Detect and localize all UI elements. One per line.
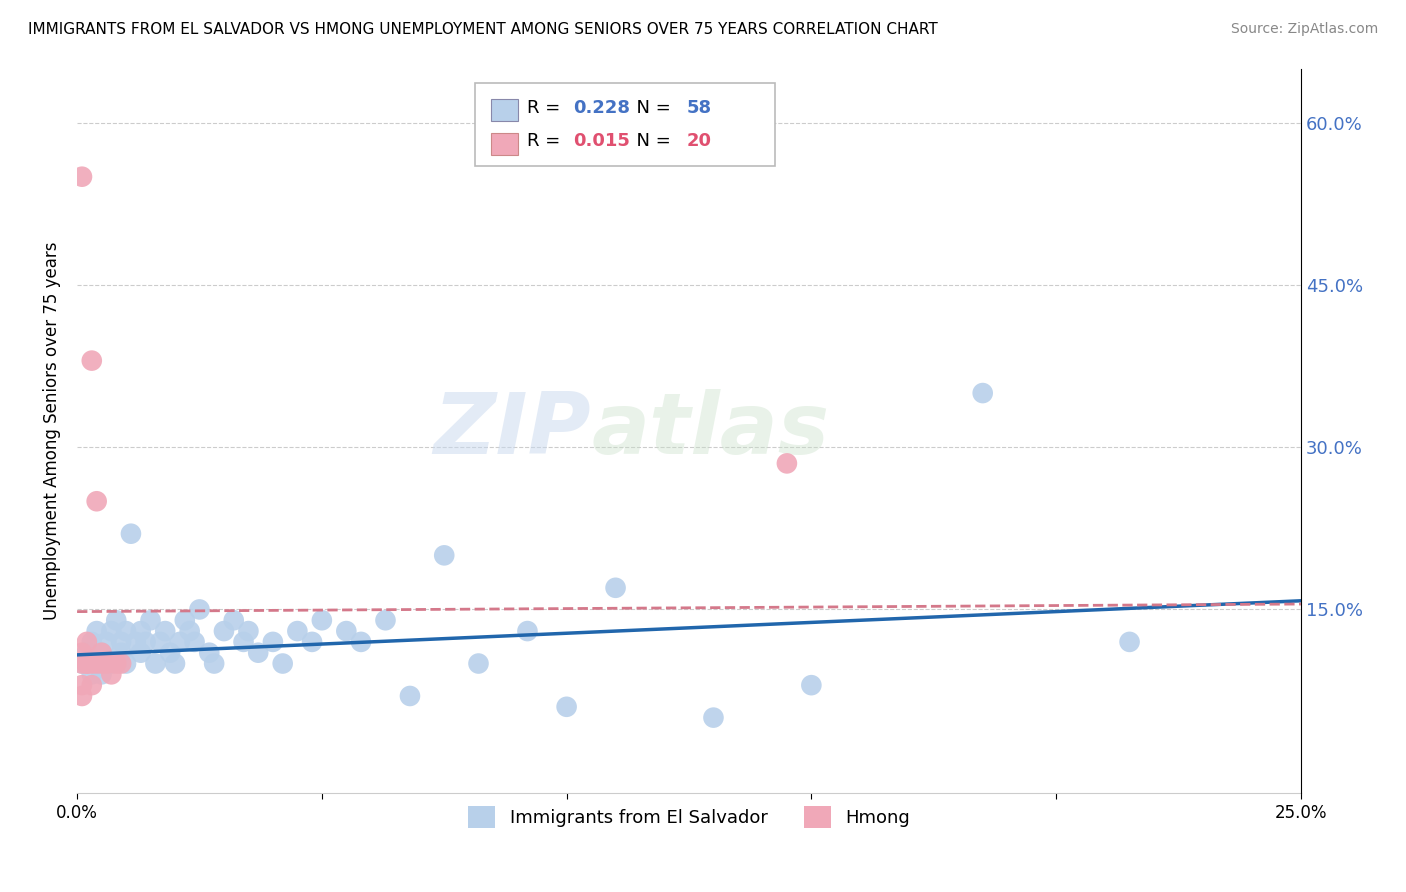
Point: [238, 624, 260, 638]
Point: [110, 657, 132, 671]
Point: [76, 657, 98, 671]
Point: [188, 602, 211, 616]
Point: [96, 657, 118, 671]
Point: [222, 613, 245, 627]
Point: [105, 657, 128, 671]
Text: 0.228: 0.228: [572, 99, 630, 117]
Point: [262, 635, 284, 649]
Text: ZIP: ZIP: [433, 390, 591, 473]
Point: [80, 678, 103, 692]
Text: 20: 20: [686, 132, 711, 151]
Text: atlas: atlas: [591, 390, 830, 473]
Point: [100, 657, 122, 671]
Point: [76, 657, 98, 671]
Point: [70, 657, 93, 671]
Point: [198, 646, 221, 660]
Point: [135, 635, 157, 649]
Text: N =: N =: [626, 99, 676, 117]
Point: [70, 646, 93, 660]
Point: [90, 646, 112, 660]
Point: [115, 624, 138, 638]
Point: [202, 657, 225, 671]
Point: [335, 624, 357, 638]
Point: [86, 494, 108, 508]
FancyBboxPatch shape: [491, 99, 517, 121]
FancyBboxPatch shape: [491, 134, 517, 155]
Point: [247, 646, 270, 660]
Text: Source: ZipAtlas.com: Source: ZipAtlas.com: [1230, 22, 1378, 37]
Point: [115, 657, 138, 671]
Text: 58: 58: [686, 99, 711, 117]
Point: [232, 635, 254, 649]
Point: [467, 657, 489, 671]
Point: [155, 624, 177, 638]
Point: [800, 678, 823, 692]
Point: [96, 635, 118, 649]
Point: [374, 613, 396, 627]
Point: [70, 689, 93, 703]
Point: [972, 386, 994, 401]
Text: 0.015: 0.015: [572, 132, 630, 151]
Point: [90, 667, 112, 681]
Point: [70, 657, 93, 671]
Point: [86, 657, 108, 671]
Point: [105, 613, 128, 627]
Text: N =: N =: [626, 132, 676, 151]
Point: [350, 635, 373, 649]
Point: [173, 613, 195, 627]
Point: [76, 646, 98, 660]
Point: [129, 624, 152, 638]
Point: [86, 657, 108, 671]
Point: [125, 635, 148, 649]
Point: [100, 667, 122, 681]
Y-axis label: Unemployment Among Seniors over 75 years: Unemployment Among Seniors over 75 years: [44, 242, 60, 620]
Point: [145, 657, 167, 671]
Point: [80, 635, 103, 649]
Point: [311, 613, 333, 627]
Point: [149, 635, 172, 649]
Text: IMMIGRANTS FROM EL SALVADOR VS HMONG UNEMPLOYMENT AMONG SENIORS OVER 75 YEARS CO: IMMIGRANTS FROM EL SALVADOR VS HMONG UNE…: [28, 22, 938, 37]
Point: [1118, 635, 1140, 649]
Point: [139, 613, 162, 627]
Point: [70, 169, 93, 184]
Point: [301, 635, 323, 649]
Point: [100, 624, 122, 638]
Point: [169, 635, 191, 649]
Point: [433, 549, 456, 563]
Point: [110, 646, 132, 660]
Point: [399, 689, 422, 703]
Point: [287, 624, 309, 638]
Text: R =: R =: [527, 132, 567, 151]
Point: [96, 657, 118, 671]
Point: [129, 646, 152, 660]
Point: [86, 624, 108, 638]
Point: [70, 678, 93, 692]
Point: [183, 635, 205, 649]
Point: [271, 657, 294, 671]
Point: [212, 624, 235, 638]
Point: [90, 646, 112, 660]
Legend: Immigrants from El Salvador, Hmong: Immigrants from El Salvador, Hmong: [461, 798, 917, 835]
Point: [90, 657, 112, 671]
Point: [80, 657, 103, 671]
Point: [120, 526, 142, 541]
Point: [702, 711, 724, 725]
Text: R =: R =: [527, 99, 567, 117]
FancyBboxPatch shape: [475, 83, 775, 167]
Point: [76, 635, 98, 649]
Point: [555, 699, 578, 714]
Point: [80, 353, 103, 368]
Point: [80, 667, 103, 681]
Point: [110, 635, 132, 649]
Point: [179, 624, 201, 638]
Point: [516, 624, 538, 638]
Point: [605, 581, 627, 595]
Point: [159, 646, 181, 660]
Point: [776, 456, 799, 470]
Point: [163, 657, 186, 671]
